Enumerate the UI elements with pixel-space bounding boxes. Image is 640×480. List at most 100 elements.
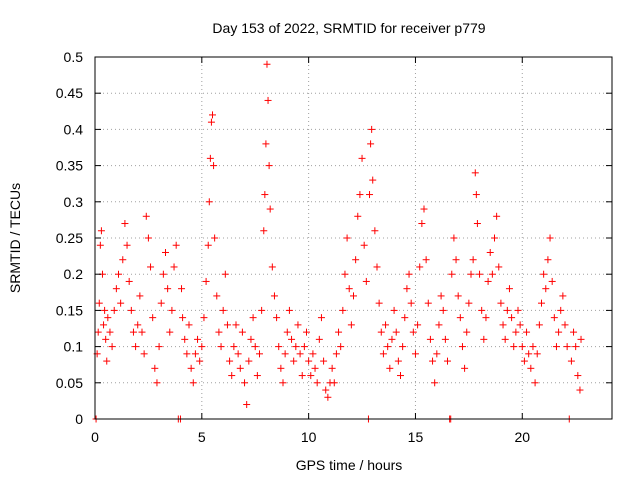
x-tick-label: 20 (514, 429, 530, 445)
data-point (476, 270, 484, 278)
data-point (134, 321, 142, 329)
y-tick-label: 0.25 (56, 230, 83, 246)
data-point (399, 343, 407, 351)
data-point (367, 140, 375, 148)
data-point (102, 335, 110, 343)
x-tick-label: 15 (408, 429, 424, 445)
data-point (155, 343, 163, 351)
data-point (497, 299, 505, 307)
data-point (265, 162, 273, 170)
y-tick-label: 0.2 (64, 266, 84, 282)
data-point (213, 292, 221, 300)
data-point (384, 343, 392, 351)
data-point (313, 379, 321, 387)
data-point (104, 314, 112, 322)
data-point (194, 335, 202, 343)
x-tick-label: 0 (91, 429, 99, 445)
data-point (450, 234, 458, 242)
data-point (170, 263, 178, 271)
data-point (228, 372, 236, 380)
data-point (273, 314, 281, 322)
data-point (198, 343, 206, 351)
data-point (484, 277, 492, 285)
data-point (557, 306, 565, 314)
data-point (256, 350, 263, 358)
data-point (100, 321, 108, 329)
data-point (129, 328, 137, 336)
data-point (379, 350, 387, 358)
data-point (238, 328, 246, 336)
data-point (467, 270, 475, 278)
data-point (469, 256, 477, 264)
data-point (332, 350, 340, 358)
data-point (253, 372, 261, 380)
plot-frame (94, 56, 613, 420)
data-point (97, 227, 105, 235)
data-point (403, 285, 411, 293)
data-point (572, 343, 580, 351)
data-point (211, 234, 219, 242)
data-point (123, 241, 131, 249)
data-point (210, 162, 218, 170)
data-point (138, 328, 146, 336)
data-point (290, 357, 298, 365)
data-point (251, 343, 259, 351)
data-point (392, 328, 400, 336)
data-point (264, 96, 272, 104)
data-point (546, 234, 554, 242)
data-point (151, 364, 159, 372)
data-point (96, 241, 104, 249)
data-point (456, 314, 464, 322)
data-point (411, 350, 419, 358)
data-point (335, 328, 343, 336)
data-point (268, 263, 276, 271)
data-point (471, 169, 479, 177)
data-point (196, 357, 204, 365)
data-point (409, 328, 417, 336)
data-point (368, 125, 376, 133)
data-point (577, 335, 585, 343)
data-point (144, 234, 152, 242)
data-point (461, 364, 469, 372)
data-point (127, 306, 135, 314)
data-point (444, 357, 451, 365)
data-point (309, 350, 317, 358)
data-point (285, 306, 293, 314)
data-point (382, 321, 390, 329)
data-point (441, 335, 449, 343)
data-point (473, 220, 481, 228)
y-tick-label: 0.05 (56, 375, 83, 391)
data-point (136, 292, 144, 300)
data-point (373, 263, 381, 271)
data-point (424, 299, 432, 307)
data-point (394, 357, 402, 365)
data-point (386, 364, 394, 372)
data-point (241, 379, 249, 387)
data-point (191, 350, 199, 358)
y-axis-label: SRMTID / TECUs (7, 183, 23, 293)
data-point (439, 306, 447, 314)
data-point (552, 343, 560, 351)
data-point (164, 285, 172, 293)
data-point (366, 191, 374, 199)
data-point (261, 191, 269, 199)
data-point (328, 364, 336, 372)
data-point (574, 372, 582, 380)
data-point (435, 321, 443, 329)
data-point (555, 328, 563, 336)
data-point (576, 386, 584, 394)
data-point (465, 299, 473, 307)
data-point (495, 263, 503, 271)
data-point (570, 328, 578, 336)
data-point (422, 256, 430, 264)
data-point (283, 328, 291, 336)
data-point (452, 256, 460, 264)
data-point (488, 270, 496, 278)
y-tick-label: 0.4 (64, 121, 84, 137)
data-point (275, 343, 283, 351)
data-point (205, 198, 213, 206)
data-point (501, 335, 509, 343)
data-point (567, 357, 575, 365)
